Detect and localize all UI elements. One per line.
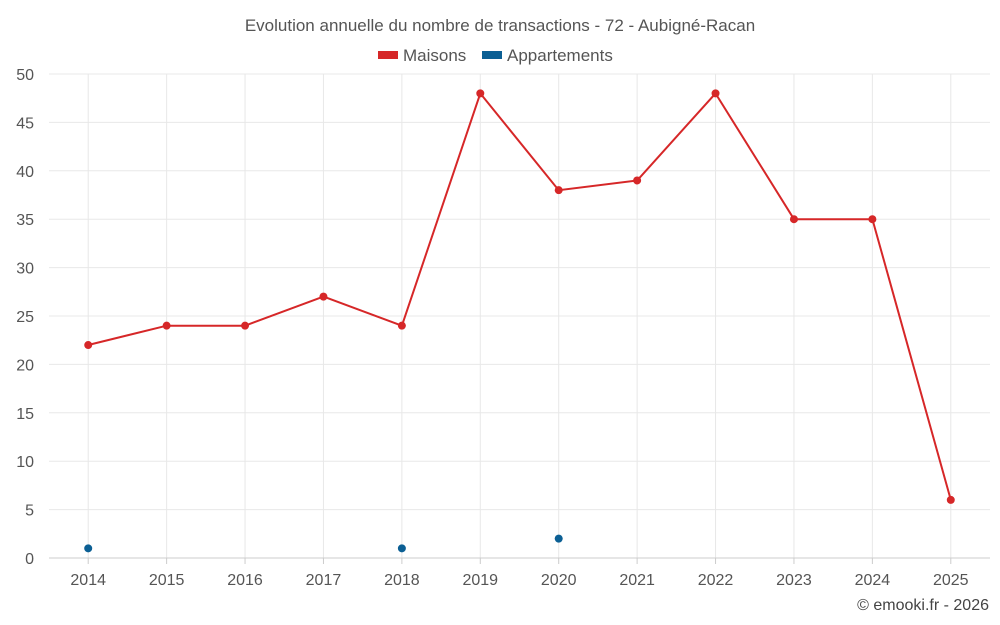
data-point-maisons-2017[interactable] [319,292,328,301]
x-tick-label: 2016 [227,572,263,589]
x-tick-label: 2021 [619,572,655,589]
legend: Maisons Appartements [378,46,613,65]
chart-title: Evolution annuelle du nombre de transact… [245,16,755,35]
data-point-maisons-2020[interactable] [554,186,563,195]
data-point-maisons-2023[interactable] [789,215,798,224]
y-tick-label: 0 [25,551,34,568]
data-point-appartements-2014[interactable] [84,544,93,553]
x-axis: 2014 2015 2016 2017 2018 2019 2020 2021 2022 2023… [49,557,990,589]
grid [49,73,990,558]
x-tick-label: 2019 [462,572,498,589]
data-point-maisons-2018[interactable] [397,321,406,330]
series-line-maisons [87,91,952,501]
y-tick-label: 20 [16,357,34,374]
x-tick-label: 2020 [541,572,577,589]
data-point-maisons-2024[interactable] [868,215,877,224]
y-tick-label: 25 [16,309,34,326]
series-appartements [84,534,563,553]
x-tick-label: 2018 [384,572,420,589]
series-maisons [84,89,955,504]
legend-swatch-maisons [378,51,398,59]
x-tick-label: 2023 [776,572,812,589]
x-tick-label: 2025 [933,572,969,589]
x-tick-label: 2017 [306,572,342,589]
data-point-maisons-2022[interactable] [711,89,720,98]
y-tick-label: 10 [16,454,34,471]
data-point-maisons-2021[interactable] [633,176,642,185]
y-axis: 0 5 10 15 20 25 30 35 40 45 50 [16,67,34,568]
legend-label-appartements[interactable]: Appartements [507,46,613,65]
x-tick-label: 2024 [855,572,891,589]
x-tick-label: 2015 [149,572,185,589]
y-tick-label: 40 [16,164,34,181]
credit-text: © emooki.fr - 2026 [857,597,989,614]
y-tick-label: 15 [16,406,34,423]
y-tick-label: 50 [16,67,34,84]
x-tick-label: 2022 [698,572,734,589]
data-point-maisons-2015[interactable] [162,321,171,330]
legend-swatch-appartements [482,51,502,59]
series-layer [84,89,955,553]
data-point-appartements-2018[interactable] [397,544,406,553]
data-point-maisons-2016[interactable] [241,321,250,330]
data-point-maisons-2014[interactable] [84,341,93,350]
y-tick-label: 5 [25,503,34,520]
y-tick-label: 45 [16,115,34,132]
legend-label-maisons[interactable]: Maisons [403,46,466,65]
y-tick-label: 35 [16,212,34,229]
x-tick-label: 2014 [70,572,106,589]
y-tick-label: 30 [16,261,34,278]
data-point-maisons-2019[interactable] [476,89,485,98]
data-point-appartements-2020[interactable] [554,534,563,543]
data-point-maisons-2025[interactable] [946,495,955,504]
